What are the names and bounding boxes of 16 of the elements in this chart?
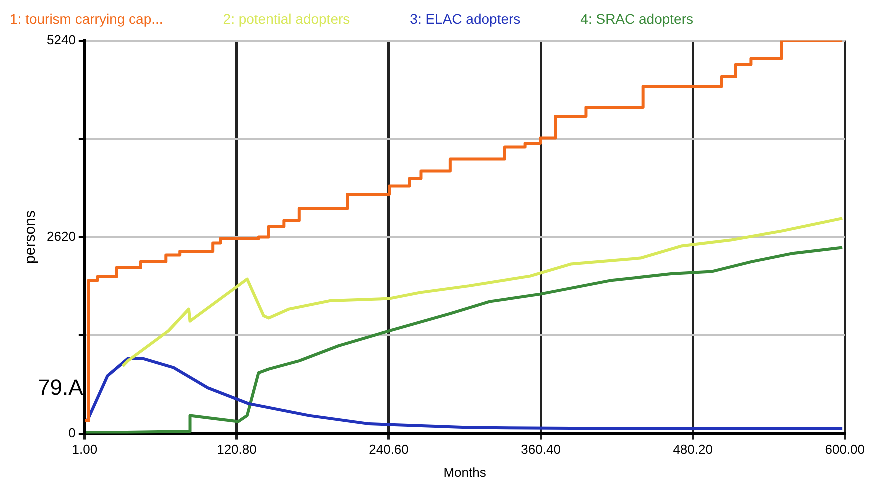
x-tick-label: 1.00: [72, 442, 98, 458]
x-tick-label: 600.00: [825, 442, 865, 458]
text: 4: SRAC adopters: [580, 11, 694, 27]
x-tick-label: 120.80: [217, 442, 257, 458]
y-tick-label: 5240: [47, 32, 76, 48]
text: 1: tourism carrying cap...: [10, 11, 164, 27]
x-tick-label: 480.20: [673, 442, 713, 458]
text: 3: ELAC adopters: [410, 11, 521, 27]
y-axis-title: persons: [22, 210, 40, 264]
x-axis-title: Months: [444, 464, 487, 480]
y-tick-label: 2620: [47, 228, 76, 244]
text: 79.A: [38, 375, 84, 401]
x-tick-label: 240.60: [369, 442, 409, 458]
x-tick-label: 360.40: [521, 442, 561, 458]
y-tick-label: 0: [68, 425, 76, 440]
text: 2: potential adopters: [223, 11, 350, 27]
